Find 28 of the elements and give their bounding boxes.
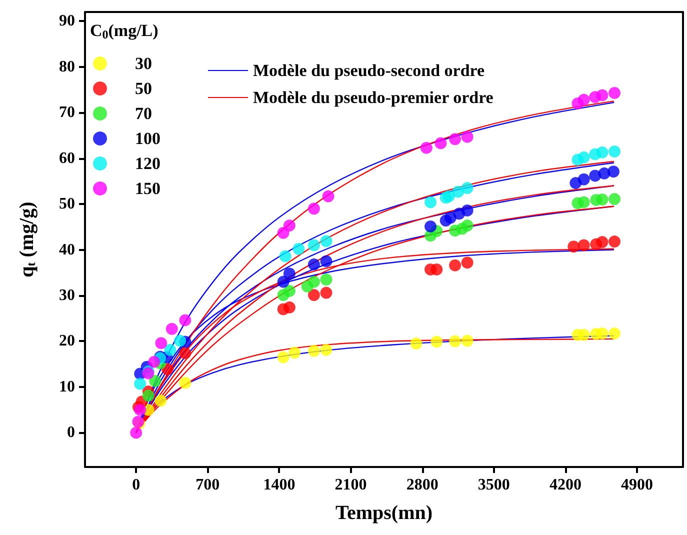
legend-label: 120	[135, 154, 160, 173]
x-tick-label: 1400	[263, 476, 296, 494]
x-tick-label: 700	[196, 476, 220, 494]
x-tick-label: 0	[132, 476, 140, 494]
y-tick-label: 80	[59, 58, 75, 76]
x-tick-label: 4900	[621, 476, 653, 494]
y-tick-label: 70	[59, 104, 75, 122]
y-tick-label: 90	[59, 12, 75, 30]
y-tick-label: 60	[59, 150, 75, 167]
x-tick-label: 4200	[549, 476, 582, 494]
legend-label: Modèle du pseudo-premier ordre	[253, 88, 494, 107]
y-tick-label: 10	[59, 378, 75, 396]
x-tick-label: 3500	[478, 476, 510, 494]
y-tick-label: 20	[59, 332, 75, 350]
legend-label: 150	[135, 179, 160, 198]
y-tick-label: 0	[67, 424, 75, 442]
legend-label: Modèle du pseudo-second ordre	[253, 61, 486, 80]
legend-label: 70	[135, 104, 152, 123]
x-tick-label: 2800	[406, 476, 438, 494]
y-axis-title: qt (mg/g)	[16, 202, 38, 278]
legend-label: 30	[135, 54, 152, 73]
y-tick-label: 50	[59, 196, 75, 213]
legend-label: 50	[135, 79, 152, 98]
y-tick-label: 40	[59, 241, 75, 258]
y-tick-label: 30	[59, 287, 75, 304]
x-axis-title: Temps(mn)	[335, 502, 433, 524]
x-tick-label: 2100	[334, 476, 367, 494]
legend-label: 100	[135, 129, 160, 148]
